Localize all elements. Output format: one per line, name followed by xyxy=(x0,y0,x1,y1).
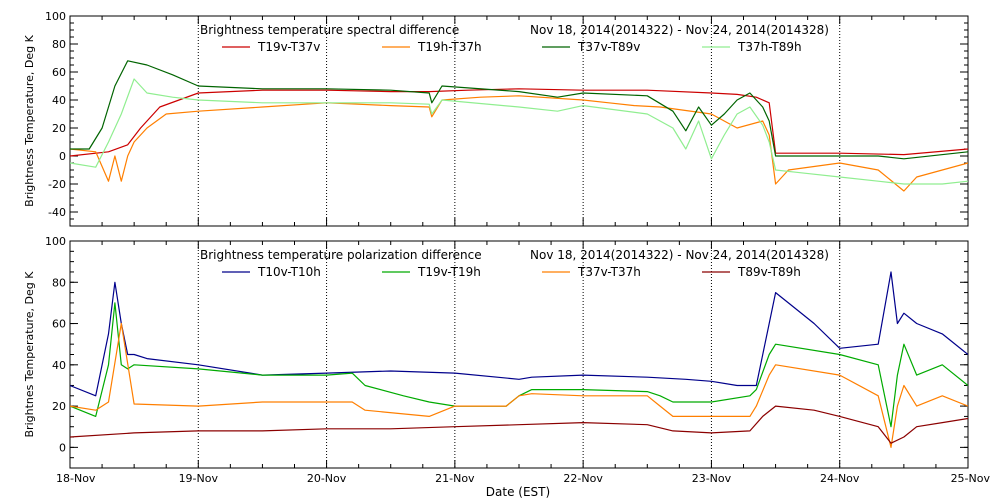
legend-label-t19h-t37h: T19h-T37h xyxy=(417,40,482,54)
spectral-difference-panel: -40 -20 0 20 40 60 80 100 Brightness Temperature… xyxy=(23,10,969,227)
chart-subtitle: Nov 18, 2014(2014322) - Nov 24, 2014(201… xyxy=(530,23,829,37)
y-axis-label: Brightness Temperature, Deg K xyxy=(23,34,36,206)
x-axis-title: Date (EST) xyxy=(486,485,550,499)
plot-frame xyxy=(69,15,969,227)
x-tick-label: 23-Nov xyxy=(692,472,732,485)
legend-label-t89v-t89h: T89v-T89h xyxy=(737,265,801,279)
legend-label-t37v-t37h: T37v-T37h xyxy=(577,265,641,279)
y-tick-label: -20 xyxy=(48,178,66,191)
y-tick-label: 40 xyxy=(52,359,66,372)
chart-title: Brightness temperature spectral differen… xyxy=(200,23,459,37)
y-tick-label: 20 xyxy=(52,122,66,135)
series-line-t37h-t89h xyxy=(70,78,968,185)
y-tick-label: 60 xyxy=(52,318,66,331)
y-tick-label: -40 xyxy=(48,206,66,219)
x-tick-label: 25-Nov xyxy=(951,472,991,485)
x-tick-label: 24-Nov xyxy=(820,472,860,485)
x-tick-label: 20-Nov xyxy=(307,472,347,485)
y-tick-label: 100 xyxy=(45,235,66,248)
y-axis-label: Brightnes Temperature, Deg K xyxy=(23,271,36,438)
x-tick-label: 21-Nov xyxy=(435,472,475,485)
y-tick-label: 40 xyxy=(52,94,66,107)
series-line-t19v-t37v xyxy=(70,88,968,157)
series-line-t19h-t37h xyxy=(70,95,968,192)
legend-label-t37v-t89v: T37v-T89v xyxy=(577,40,640,54)
series-line-t10v-t10h xyxy=(70,271,968,397)
series-line-t37v-t37h xyxy=(70,322,968,448)
x-axis: 18-Nov 19-Nov 20-Nov 21-Nov 22-Nov 23-Nov 24-N… xyxy=(56,472,990,485)
chart-title: Brightness temperature polarization diff… xyxy=(200,248,482,262)
polarization-difference-panel: 0 20 40 60 80 100 Brightnes Temperature, Deg K… xyxy=(23,235,969,469)
legend-label-t10v-t10h: T10v-T10h xyxy=(257,265,321,279)
x-tick-label: 18-Nov xyxy=(56,472,96,485)
legend-label-t19v-t37v: T19v-T37v xyxy=(257,40,320,54)
series-line-t19v-t19h xyxy=(70,302,968,428)
series-line-t89v-t89h xyxy=(70,405,968,444)
y-tick-label: 0 xyxy=(59,441,66,454)
y-tick-label: 0 xyxy=(59,150,66,163)
y-tick-label: 80 xyxy=(52,276,66,289)
y-tick-label: 20 xyxy=(52,400,66,413)
x-tick-label: 22-Nov xyxy=(563,472,603,485)
chart-subtitle: Nov 18, 2014(2014322) - Nov 24, 2014(201… xyxy=(530,248,829,262)
plot-frame xyxy=(69,240,969,469)
legend-label-t37h-t89h: T37h-T89h xyxy=(737,40,802,54)
y-tick-label: 80 xyxy=(52,38,66,51)
series-line-t37v-t89v xyxy=(70,60,968,160)
legend-label-t19v-t19h: T19v-T19h xyxy=(417,265,481,279)
x-tick-label: 19-Nov xyxy=(179,472,219,485)
y-tick-label: 100 xyxy=(45,10,66,23)
y-tick-label: 60 xyxy=(52,66,66,79)
